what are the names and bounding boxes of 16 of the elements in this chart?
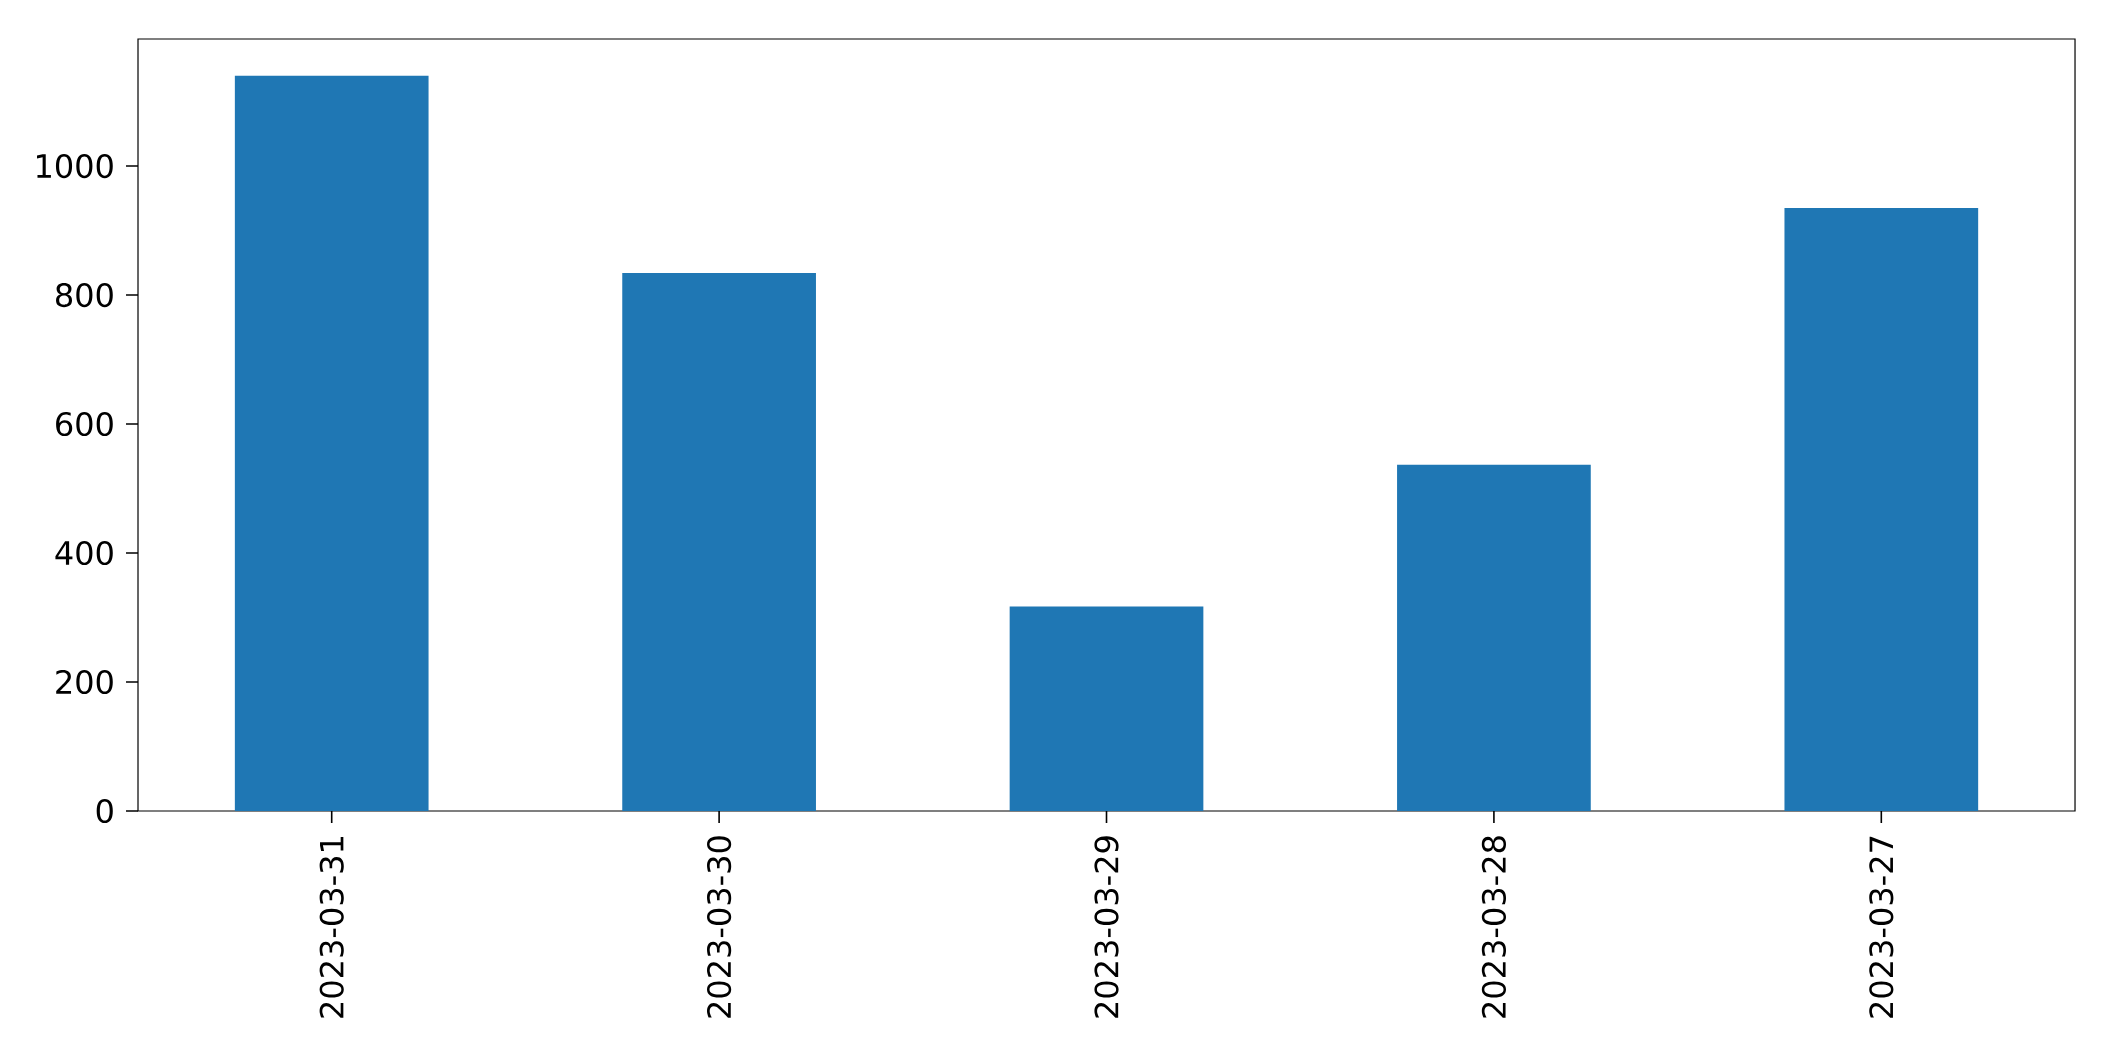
- x-tick-label: 2023-03-27: [1869, 836, 1894, 1018]
- y-tick-label: 400: [55, 540, 113, 566]
- x-tick-label: 2023-03-31: [319, 837, 344, 1018]
- x-tick-label: 2023-03-29: [1094, 836, 1119, 1018]
- y-tick-label: 0: [96, 798, 113, 824]
- bar: [622, 273, 816, 811]
- bar: [1009, 606, 1204, 811]
- y-tick-label: 1000: [37, 153, 113, 179]
- y-tick-label: 600: [56, 411, 113, 437]
- bar: [234, 75, 429, 811]
- bar: [1784, 207, 1979, 811]
- y-tick-label: 200: [56, 669, 113, 695]
- x-tick-label: 2023-03-28: [1481, 836, 1506, 1018]
- bar: [1397, 464, 1591, 811]
- y-tick-label: 800: [56, 282, 113, 308]
- x-tick-label: 2023-03-30: [707, 836, 732, 1018]
